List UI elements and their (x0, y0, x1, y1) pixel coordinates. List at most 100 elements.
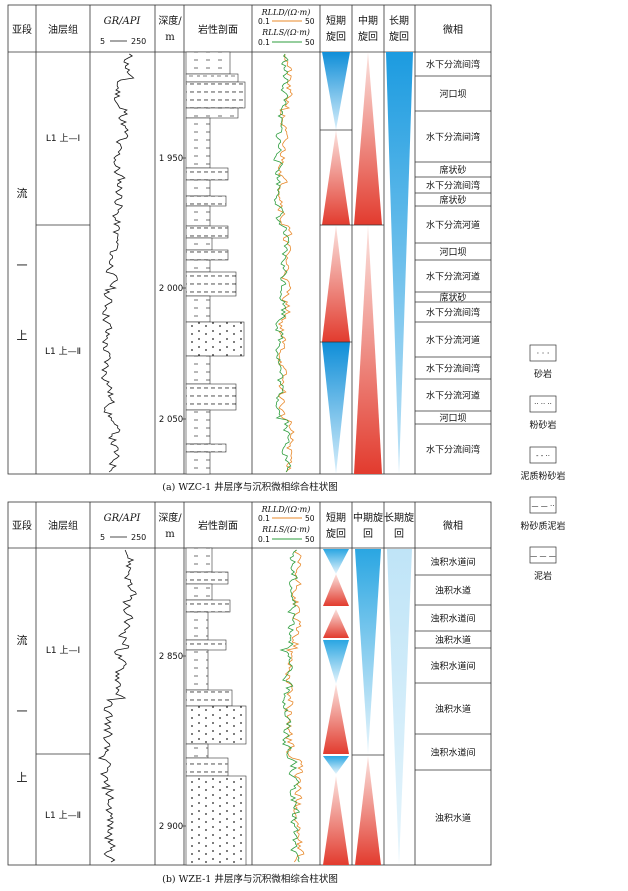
legend-pattern-sandstone: · · · (537, 349, 550, 358)
legend-label-argillaceous-siltstone: 泥质粉砂岩 (520, 470, 565, 482)
panel-b: 亚段 油层组 GR/API 5 250 深度/ m 岩性剖面 RLLD/(Ω·m… (7, 501, 492, 885)
facies-label-10: 席状砂 (439, 292, 466, 304)
res-max-b1: 50 (305, 514, 315, 523)
header-long-2: 旋回 (389, 30, 409, 43)
lith-fill-a-13 (186, 260, 210, 272)
header-short-b1: 短期 (326, 511, 346, 524)
facies-label-4: 席状砂 (439, 164, 466, 176)
facies-label-2: 河口坝 (439, 88, 466, 100)
legend-pattern-siltstone: ·· ·· ·· (534, 400, 552, 408)
header-short-2: 旋回 (326, 30, 346, 43)
mid-cycle-b-2 (355, 756, 381, 865)
lithology-legend: · · · 砂岩 ·· ·· ·· 粉砂岩 - - ·· 泥质粉砂岩 — — ·… (520, 344, 566, 582)
rlls-curve-b (279, 549, 301, 863)
facies-label-16: 水下分流间湾 (426, 444, 480, 456)
header-depth-b: 深度/ (158, 511, 182, 524)
facies-label-15: 河口坝 (439, 412, 466, 424)
facies-label-5: 水下分流间湾 (426, 180, 480, 192)
legend-label-sandstone: 砂岩 (534, 368, 552, 380)
lith-fill-a-20 (186, 444, 226, 452)
subsection-char-b3: 上 (17, 771, 28, 784)
caption-a: (a) WZC-1 井层序与沉积微相综合柱状图 (162, 481, 338, 493)
facies-label-7: 浊积水道间 (430, 747, 475, 759)
res-min-b1: 0.1 (258, 514, 270, 523)
depth-tick-2850: 2 850 (159, 652, 183, 662)
res-min-2: 0.1 (258, 38, 270, 47)
subsection-char-3: 上 (17, 329, 28, 342)
lith-fill-a-2 (186, 74, 238, 82)
lith-fill-a-5 (186, 118, 210, 168)
oil-group-b2: L1 上—Ⅱ (45, 810, 81, 821)
legend-label-siltstone: 粉砂岩 (529, 419, 556, 431)
lith-fill-b-1 (186, 548, 212, 572)
facies-label-6: 浊积水道 (435, 703, 471, 715)
lithology-column-b (185, 547, 247, 866)
mid-cycle-a-2 (354, 225, 382, 474)
header-depth-unit: m (165, 32, 175, 43)
facies-label-11: 水下分流间湾 (426, 307, 480, 319)
header-mid-b2: 回 (363, 528, 373, 540)
facies-label-8: 河口坝 (439, 246, 466, 258)
legend-swatch-siltstone (529, 395, 557, 413)
header-mid-b1: 中期旋 (353, 511, 383, 524)
long-cycle-b (387, 549, 412, 865)
header-short-b2: 旋回 (326, 527, 346, 540)
short-cycle-a-4 (322, 342, 350, 474)
facies-label-6: 席状砂 (439, 194, 466, 206)
lith-fill-a-3 (186, 82, 245, 108)
legend-pattern-silty-mudstone: — — ·· (532, 502, 555, 510)
short-cycles-b (323, 549, 349, 865)
lith-fill-b-6 (186, 640, 226, 650)
facies-label-3: 水下分流间湾 (426, 131, 480, 143)
oil-group-2: L1 上—Ⅱ (45, 346, 81, 357)
gr-curve-a (100, 53, 135, 473)
header-facies-b: 微相 (443, 519, 463, 532)
mid-cycle-a-1 (354, 52, 382, 225)
lith-fill-a-16 (186, 322, 244, 356)
subsection-char-1: 流 (17, 186, 28, 200)
legend-swatch-silty-mudstone (529, 496, 557, 514)
header-lithology: 岩性剖面 (198, 23, 238, 36)
lith-fill-a-6 (186, 168, 228, 180)
header-short-1: 短期 (326, 14, 346, 27)
header-facies: 微相 (443, 23, 463, 36)
gr-curve-b (97, 549, 137, 863)
header-long-b1: 长期旋 (384, 511, 414, 524)
lith-fill-a-8 (186, 196, 226, 206)
subsection-char-b2: 一 (17, 705, 28, 718)
caption-b: (b) WZE-1 井层序与沉积微相综合柱状图 (162, 873, 338, 885)
header-gr: GR/API (104, 16, 142, 27)
header-subsection-b: 亚段 (12, 519, 32, 532)
header-long-1: 长期 (389, 15, 409, 27)
res-min-b2: 0.1 (258, 535, 270, 544)
rlls-label-b: RLLS/(Ω·m) (261, 525, 310, 534)
short-cycle-b-1 (323, 549, 349, 574)
facies-label-2: 浊积水道 (435, 585, 471, 597)
short-cycles-a (320, 52, 352, 474)
gr-min: 5 (100, 37, 105, 46)
header-mid-2: 旋回 (358, 30, 378, 43)
rlls-curve-a (273, 53, 292, 473)
lith-fill-b-4 (186, 600, 230, 612)
depth-tick-2050: 2 050 (159, 415, 183, 425)
facies-label-12: 水下分流河道 (426, 334, 480, 346)
header-mid-1: 中期 (358, 14, 378, 27)
oil-group-b1: L1 上—Ⅰ (46, 645, 80, 656)
mid-cycles-b (352, 549, 384, 865)
facies-column-a: 水下分流间湾河口坝水下分流间湾席状砂水下分流间湾席状砂水下分流河道河口坝水下分流… (415, 59, 491, 456)
facies-label-13: 水下分流间湾 (426, 363, 480, 375)
header-oil-group: 油层组 (48, 23, 78, 36)
gr-max-b: 250 (131, 533, 146, 542)
lith-fill-b-7 (186, 650, 208, 690)
long-cycle-a (386, 52, 413, 474)
lithology-column-a (185, 51, 246, 475)
facies-label-4: 浊积水道 (435, 634, 471, 646)
rlld-label-b: RLLD/(Ω·m) (261, 505, 311, 514)
facies-label-1: 水下分流间湾 (426, 59, 480, 71)
lith-fill-a-10 (186, 226, 228, 238)
lith-fill-b-9 (186, 706, 246, 744)
header-lithology-b: 岩性剖面 (198, 519, 238, 532)
legend-swatch-sandstone (529, 344, 557, 362)
mid-cycle-b-1 (355, 549, 381, 754)
